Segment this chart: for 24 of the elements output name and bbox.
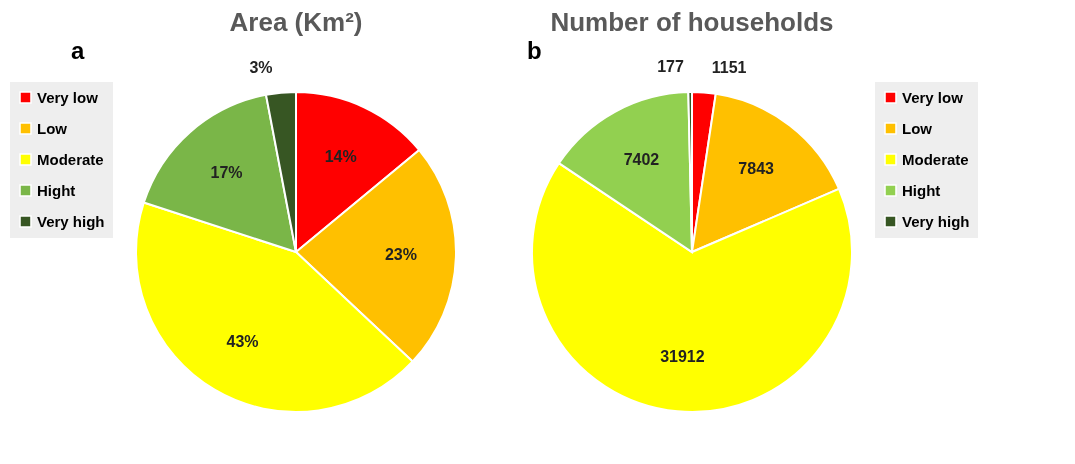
legend-label: Low — [37, 119, 68, 137]
legend-label: Very low — [37, 88, 99, 106]
data-label: 43% — [226, 333, 259, 351]
legend-label: Very low — [902, 88, 964, 106]
legend-label: Moderate — [902, 150, 969, 168]
legend-label: Low — [902, 119, 933, 137]
legend-label: Very high — [37, 212, 105, 230]
legend-label: Hight — [37, 181, 76, 199]
data-label: 14% — [324, 147, 357, 165]
data-label: 23% — [384, 246, 417, 264]
text: b — [527, 37, 542, 64]
text: a — [71, 37, 85, 64]
data-label: 31912 — [660, 347, 705, 365]
legend-label: Hight — [902, 181, 941, 199]
data-label: 3% — [249, 58, 273, 76]
legend-label: Very high — [902, 212, 970, 230]
chart-title: Area (Km²) — [229, 7, 363, 37]
legend-label: Moderate — [37, 150, 104, 168]
data-label: 7843 — [738, 159, 775, 177]
data-label: 17% — [210, 164, 243, 182]
data-label: 177 — [657, 58, 684, 76]
data-label: 7402 — [623, 150, 660, 168]
data-label: 1151 — [711, 58, 747, 76]
chart-title: Number of households — [550, 7, 834, 37]
